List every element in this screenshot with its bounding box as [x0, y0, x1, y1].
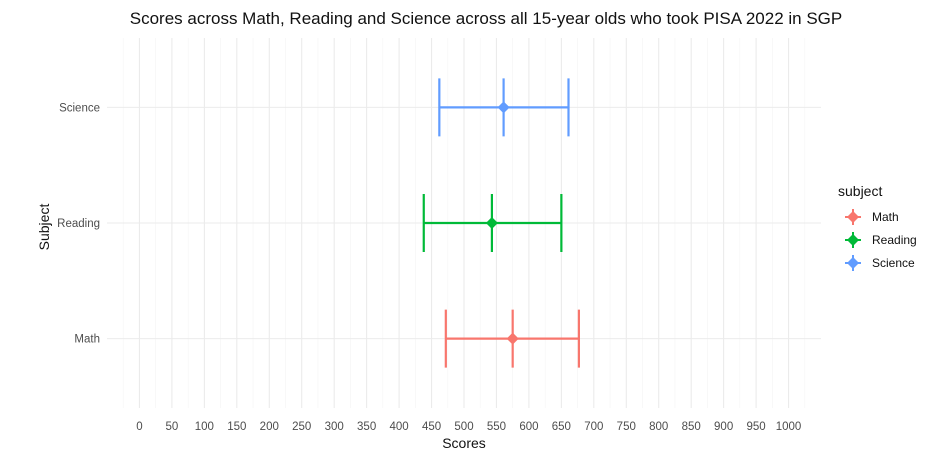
x-tick-label: 300: [325, 421, 344, 433]
mean-point: [506, 332, 519, 345]
x-tick-label: 950: [746, 421, 765, 433]
legend-key-diamond: [847, 234, 859, 246]
x-tick-label: 0: [136, 421, 142, 433]
x-tick-label: 50: [166, 421, 179, 433]
error-bar-math: [444, 309, 580, 368]
x-tick-label: 800: [649, 421, 668, 433]
chart-title: Scores across Math, Reading and Science …: [130, 9, 843, 28]
mean-point: [497, 101, 510, 114]
legend: subject Math Reading Science: [838, 183, 917, 271]
x-axis-title: Scores: [442, 435, 486, 451]
legend-key-diamond: [847, 257, 859, 269]
x-tick-label: 650: [552, 421, 571, 433]
y-tick-label: Science: [59, 102, 100, 114]
x-tick-label: 100: [195, 421, 214, 433]
mean-point: [485, 217, 498, 229]
legend-item-math: Math: [845, 209, 899, 225]
error-bars: [422, 78, 580, 368]
error-bar-reading: [422, 194, 563, 252]
x-tick-label: 900: [714, 421, 733, 433]
legend-label: Science: [872, 256, 915, 270]
y-axis-ticks: Math Reading Science: [57, 102, 100, 345]
x-axis-ticks: 0 50 100 150 200 250 300 350 400 450 500 550 600 650 7…: [136, 421, 801, 433]
x-tick-label: 150: [227, 421, 246, 433]
x-tick-label: 1000: [776, 421, 802, 433]
x-tick-label: 450: [422, 421, 441, 433]
x-tick-label: 200: [260, 421, 279, 433]
x-tick-label: 700: [584, 421, 603, 433]
x-tick-label: 600: [519, 421, 538, 433]
y-axis-title: Subject: [36, 204, 52, 251]
x-tick-label: 750: [617, 421, 636, 433]
x-tick-label: 250: [292, 421, 311, 433]
y-tick-label: Reading: [57, 218, 100, 230]
legend-key-diamond: [847, 211, 859, 223]
x-tick-label: 850: [682, 421, 701, 433]
legend-title: subject: [838, 183, 882, 199]
x-tick-label: 400: [389, 421, 408, 433]
y-tick-label: Math: [74, 334, 100, 346]
legend-label: Reading: [872, 233, 917, 247]
error-bar-science: [438, 78, 570, 137]
legend-label: Math: [872, 210, 899, 224]
x-tick-label: 500: [454, 421, 473, 433]
x-tick-label: 550: [487, 421, 506, 433]
legend-item-science: Science: [845, 255, 915, 271]
legend-item-reading: Reading: [845, 232, 917, 248]
x-tick-label: 350: [357, 421, 376, 433]
